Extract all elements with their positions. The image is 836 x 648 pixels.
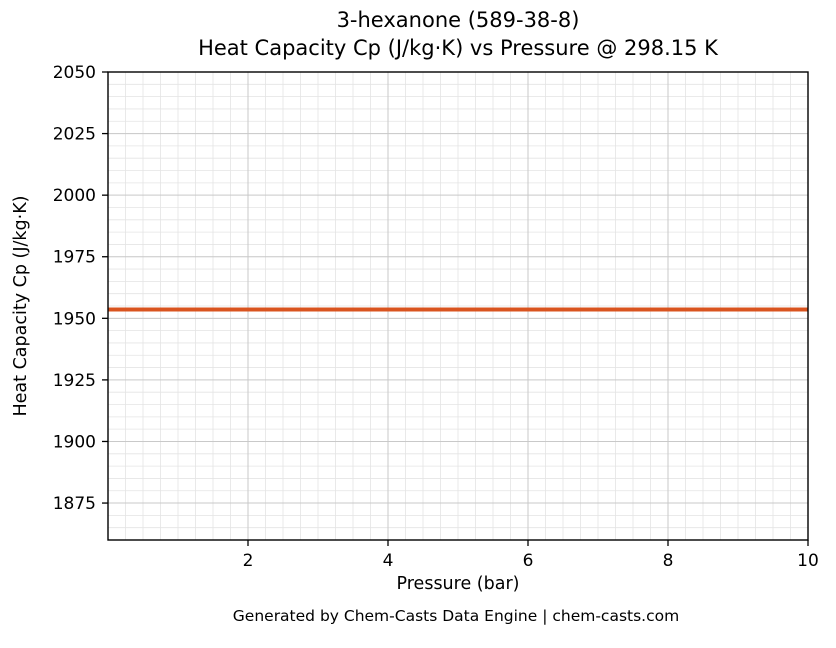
y-tick-label: 2025 <box>53 125 96 145</box>
axis-ticks <box>102 71 809 546</box>
x-axis-label: Pressure (bar) <box>397 574 520 594</box>
x-tick-label: 4 <box>383 551 394 571</box>
y-tick-labels: 1875 1900 1925 1950 1975 2000 2025 2050 <box>53 63 96 514</box>
x-tick-label: 2 <box>243 551 254 571</box>
chart-title-line1: 3-hexanone (589-38-8) <box>337 8 580 32</box>
x-tick-label: 8 <box>663 551 674 571</box>
plot-border <box>107 71 809 541</box>
y-axis-label: Heat Capacity Cp (J/kg·K) <box>11 196 31 417</box>
y-tick-label: 1875 <box>53 494 96 514</box>
chart-title-line2: Heat Capacity Cp (J/kg·K) vs Pressure @ … <box>198 36 719 60</box>
y-tick-label: 2050 <box>53 63 96 83</box>
y-tick-label: 1900 <box>53 432 96 452</box>
x-tick-labels: 2 4 6 8 10 <box>243 551 819 571</box>
minor-gridlines <box>107 71 809 541</box>
y-tick-label: 1950 <box>53 309 96 329</box>
x-tick-label: 6 <box>523 551 534 571</box>
x-tick-label: 10 <box>797 551 819 571</box>
footer-credit: Generated by Chem-Casts Data Engine | ch… <box>233 607 679 625</box>
y-tick-label: 1975 <box>53 248 96 268</box>
y-tick-label: 2000 <box>53 186 96 206</box>
y-tick-label: 1925 <box>53 371 96 391</box>
